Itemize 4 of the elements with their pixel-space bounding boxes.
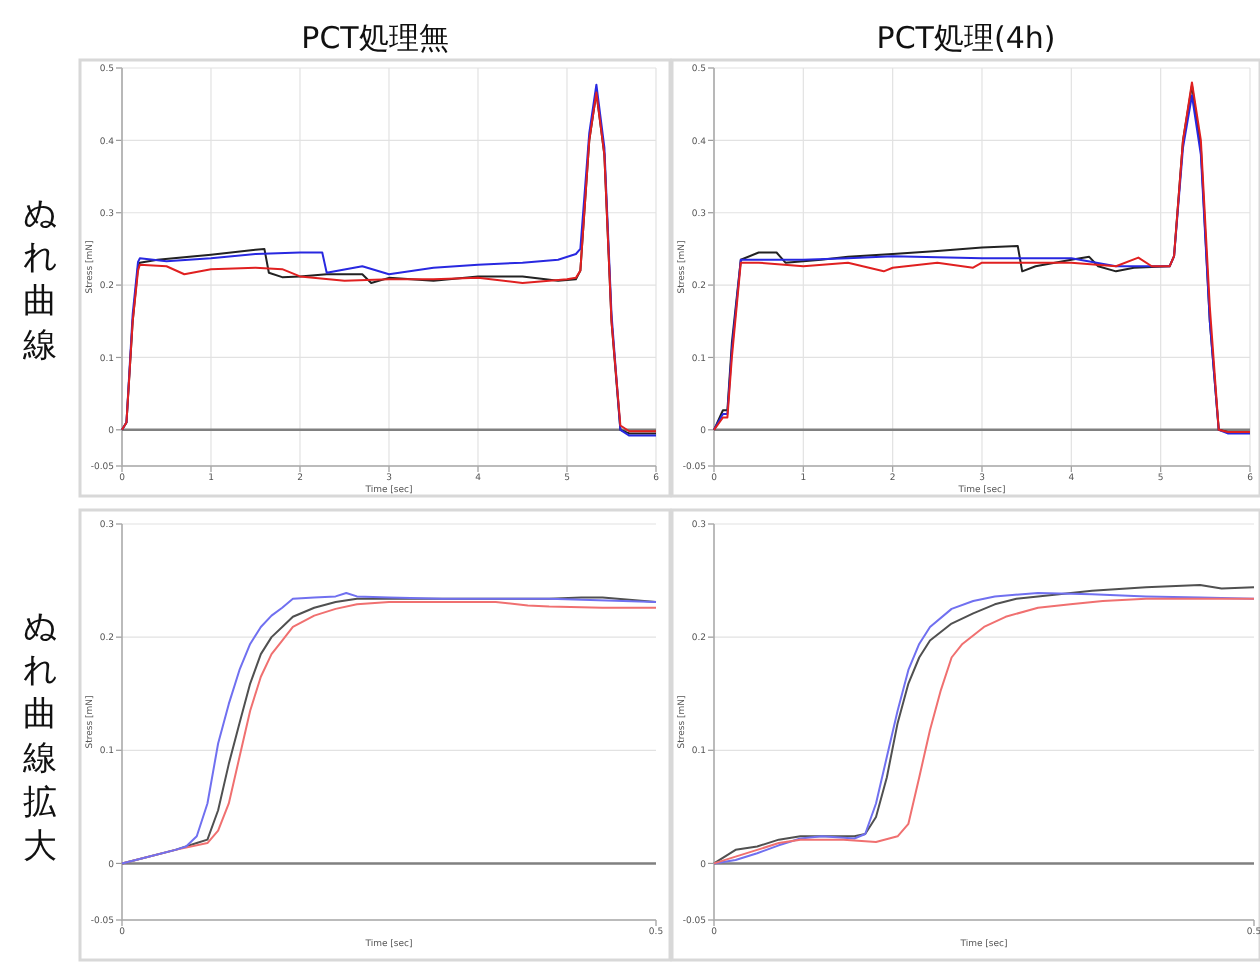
text: ぬれ曲線拡大	[21, 607, 57, 867]
text: ぬれ曲線	[21, 194, 57, 366]
chart-title: PCT処理無	[301, 20, 449, 56]
chart-title: PCT処理(4h)	[876, 20, 1056, 56]
